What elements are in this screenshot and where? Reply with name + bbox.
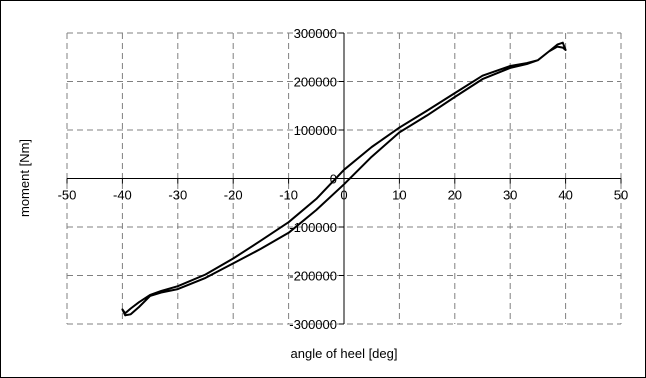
x-tick-label: 30 (503, 188, 517, 203)
y-tick-label: 200000 (294, 75, 337, 90)
x-tick-label: 50 (614, 188, 628, 203)
y-tick-label: -100000 (289, 220, 337, 235)
x-tick-label: -50 (58, 188, 77, 203)
y-tick-label: 100000 (294, 123, 337, 138)
y-tick-label: -200000 (289, 269, 337, 284)
y-tick-label: 300000 (294, 26, 337, 41)
y-tick-label: 0 (330, 172, 337, 187)
x-tick-label: -40 (113, 188, 132, 203)
y-tick-label: -300000 (289, 317, 337, 332)
x-tick-label: 10 (392, 188, 406, 203)
x-tick-label: -20 (224, 188, 243, 203)
x-tick-label: 0 (340, 188, 347, 203)
x-tick-label: 20 (448, 188, 462, 203)
x-tick-label: -30 (168, 188, 187, 203)
x-tick-label: -10 (279, 188, 298, 203)
x-axis-label: angle of heel [deg] (291, 346, 398, 361)
y-axis-label: moment [Nm] (17, 139, 32, 217)
x-tick-label: 40 (558, 188, 572, 203)
